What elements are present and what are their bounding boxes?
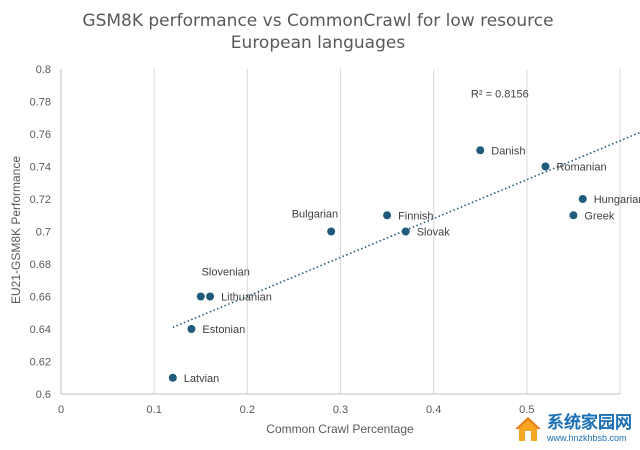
y-tick-label: 0.7 — [36, 227, 51, 239]
data-labels: SwedishDanishRomanianHungarianGreekFinni… — [184, 145, 640, 385]
axes: 0 0.1 0.2 0.3 0.4 0.5 0.6 0.62 0.64 0.66 0.68 0.7 0.… — [30, 64, 620, 416]
data-point-lithuanian — [206, 292, 215, 301]
data-points — [168, 146, 587, 382]
data-point-latvian — [168, 373, 177, 382]
data-label-lithuanian: Lithuanian — [221, 292, 272, 304]
data-label-greek: Greek — [584, 210, 614, 222]
data-label-slovak: Slovak — [417, 227, 451, 239]
data-label-danish: Danish — [491, 145, 525, 157]
data-point-slovenian — [196, 292, 205, 301]
data-label-romanian: Romanian — [556, 162, 606, 174]
data-label-hungarian: Hungarian — [594, 194, 640, 206]
x-tick-label: 0.2 — [240, 404, 255, 416]
data-point-romanian — [541, 162, 550, 171]
y-axis-label: EU21-GSM8K Performance — [9, 156, 23, 304]
data-point-bulgarian — [327, 227, 336, 236]
data-point-danish — [476, 146, 485, 155]
data-point-finnish — [383, 211, 392, 220]
x-tick-label: 0 — [58, 404, 64, 416]
data-label-estonian: Estonian — [202, 324, 245, 336]
y-tick-label: 0.64 — [30, 324, 51, 336]
chart-title-line-2: European languages — [231, 33, 406, 53]
y-tick-label: 0.62 — [30, 357, 51, 369]
trendline — [172, 131, 640, 329]
data-point-greek — [569, 211, 578, 220]
x-axis-label: Common Crawl Percentage — [266, 422, 414, 436]
y-tick-label: 0.74 — [30, 162, 51, 174]
watermark-title: 系统家园网 — [547, 413, 632, 433]
gridlines — [153, 69, 621, 394]
data-point-hungarian — [578, 195, 587, 203]
data-label-latvian: Latvian — [184, 373, 219, 385]
data-point-slovak — [401, 227, 410, 236]
x-tick-label: 0.5 — [519, 404, 534, 416]
watermark: 系统家园网 www.hnzkhbsb.com — [513, 414, 632, 444]
y-tick-label: 0.78 — [30, 97, 51, 109]
x-tick-label: 0.1 — [147, 404, 162, 416]
y-tick-label: 0.68 — [30, 259, 51, 271]
y-tick-label: 0.66 — [30, 292, 51, 304]
x-tick-label: 0.4 — [426, 404, 441, 416]
trendline-group: R² = 0.8156 — [172, 88, 640, 329]
chart-title-line-1: GSM8K performance vs CommonCrawl for low… — [82, 11, 553, 31]
y-tick-label: 0.72 — [30, 194, 51, 206]
y-tick-label: 0.8 — [36, 64, 51, 76]
data-label-bulgarian: Bulgarian — [292, 209, 338, 221]
x-tick-label: 0.3 — [333, 404, 348, 416]
house-logo-icon — [515, 417, 541, 441]
watermark-url: www.hnzkhbsb.com — [547, 433, 627, 443]
y-tick-label: 0.6 — [36, 389, 51, 401]
data-label-slovenian: Slovenian — [202, 267, 250, 279]
r-squared-label: R² = 0.8156 — [471, 88, 529, 100]
data-label-finnish: Finnish — [398, 210, 433, 222]
y-tick-label: 0.76 — [30, 129, 51, 141]
data-point-estonian — [187, 325, 196, 333]
